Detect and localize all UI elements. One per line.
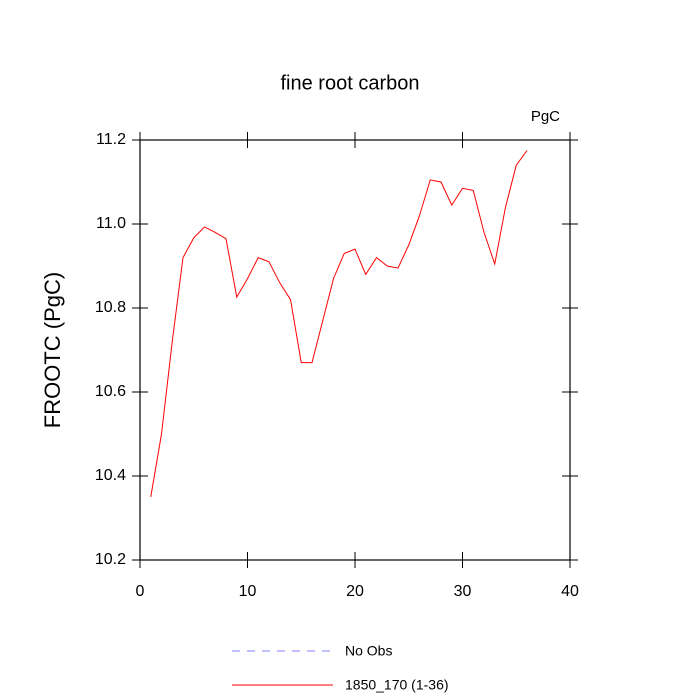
y-axis-label: FROOTC (PgC) (40, 272, 65, 428)
y-tick-label: 10.2 (95, 551, 126, 568)
x-tick-label: 30 (454, 583, 472, 600)
y-tick-label: 10.6 (95, 383, 126, 400)
units-label: PgC (531, 108, 560, 125)
y-tick-label: 10.4 (95, 467, 126, 484)
data-line (150, 150, 528, 498)
x-tick-label: 20 (346, 583, 364, 600)
y-tick-label: 10.8 (95, 299, 126, 316)
y-tick-label: 11.0 (96, 215, 126, 232)
legend-label: 1850_170 (1-36) (345, 677, 449, 693)
x-tick-label: 40 (561, 583, 579, 600)
plot-frame (139, 139, 571, 561)
x-tick-label: 0 (136, 583, 145, 600)
chart-title: fine root carbon (281, 72, 420, 94)
legend-label: No Obs (345, 643, 392, 659)
x-tick-label: 10 (239, 583, 257, 600)
y-tick-label: 11.2 (96, 131, 126, 148)
